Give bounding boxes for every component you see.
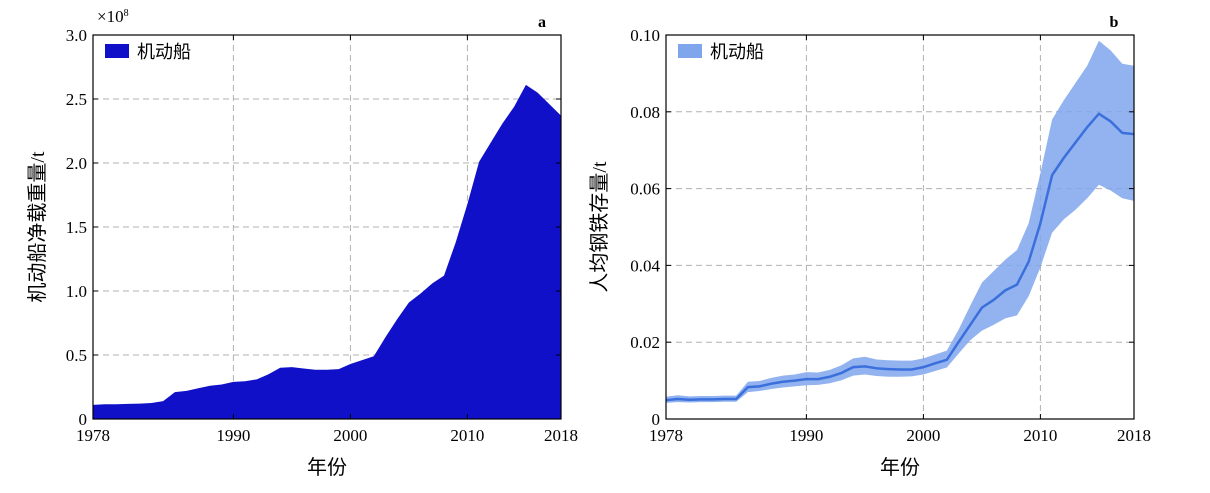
legend: 机动船 — [678, 42, 764, 62]
legend-label: 机动船 — [137, 42, 191, 62]
y-tick-label: 2.5 — [66, 90, 87, 109]
axis-ticks: 0 0.02 0.04 0.06 0.08 0.10 1978 1990 2000 2010 201… — [630, 26, 1151, 445]
legend: 机动船 — [105, 42, 191, 62]
plot-area — [665, 40, 1135, 403]
plot-frame — [665, 34, 1135, 420]
x-axis-label: 年份 — [880, 456, 920, 479]
x-tick-label: 1990 — [216, 426, 250, 445]
x-tick-label: 2000 — [333, 426, 367, 445]
y-multiplier: ×108 — [97, 7, 129, 26]
axis-ticks: 0 0.5 1.0 1.5 2.0 2.5 3.0 1978 1990 2000 2010 2018 — [66, 26, 578, 445]
x-axis-label: 年份 — [307, 456, 347, 479]
y-tick-label: 1.5 — [66, 218, 87, 237]
y-tick-label: 0.08 — [630, 103, 660, 122]
series-area-机动船 — [93, 84, 561, 420]
x-tick-label: 2000 — [906, 426, 940, 445]
x-tick-label: 2018 — [544, 426, 578, 445]
series-line-机动船 — [665, 112, 1135, 402]
plot-frame — [92, 34, 562, 420]
y-axis-label: 机动船净载重量/t — [26, 151, 49, 303]
y-tick-label: 0.5 — [66, 346, 87, 365]
x-tick-label: 1978 — [649, 426, 683, 445]
legend-swatch — [678, 44, 702, 58]
x-tick-label: 2018 — [1117, 426, 1151, 445]
x-tick-label: 2010 — [1023, 426, 1057, 445]
x-tick-label: 1978 — [76, 426, 110, 445]
y-multiplier-exponent: 8 — [124, 8, 129, 19]
x-tick-label: 1990 — [789, 426, 823, 445]
chart-panel-b: 0 0.02 0.04 0.06 0.08 0.10 1978 1990 2000 2010 201… — [588, 14, 1151, 479]
y-tick-label: 3.0 — [66, 26, 87, 45]
plot-area — [93, 84, 561, 420]
y-tick-label: 0.06 — [630, 180, 660, 199]
legend-swatch — [105, 44, 129, 58]
series-band-机动船 — [666, 40, 1134, 403]
y-tick-label: 0.02 — [630, 333, 660, 352]
y-axis-label: 人均钢铁存量/t — [588, 161, 611, 293]
panel-label: b — [1110, 14, 1119, 31]
panel-label: a — [538, 14, 546, 31]
y-tick-label: 0.04 — [630, 256, 660, 275]
y-tick-label: 1.0 — [66, 282, 87, 301]
y-multiplier-base: ×10 — [97, 7, 124, 26]
y-tick-label: 0 — [652, 410, 661, 429]
y-tick-label: 2.0 — [66, 154, 87, 173]
y-tick-label: 0 — [79, 410, 88, 429]
x-tick-label: 2010 — [450, 426, 484, 445]
y-tick-label: 0.10 — [630, 26, 660, 45]
legend-label: 机动船 — [710, 42, 764, 62]
